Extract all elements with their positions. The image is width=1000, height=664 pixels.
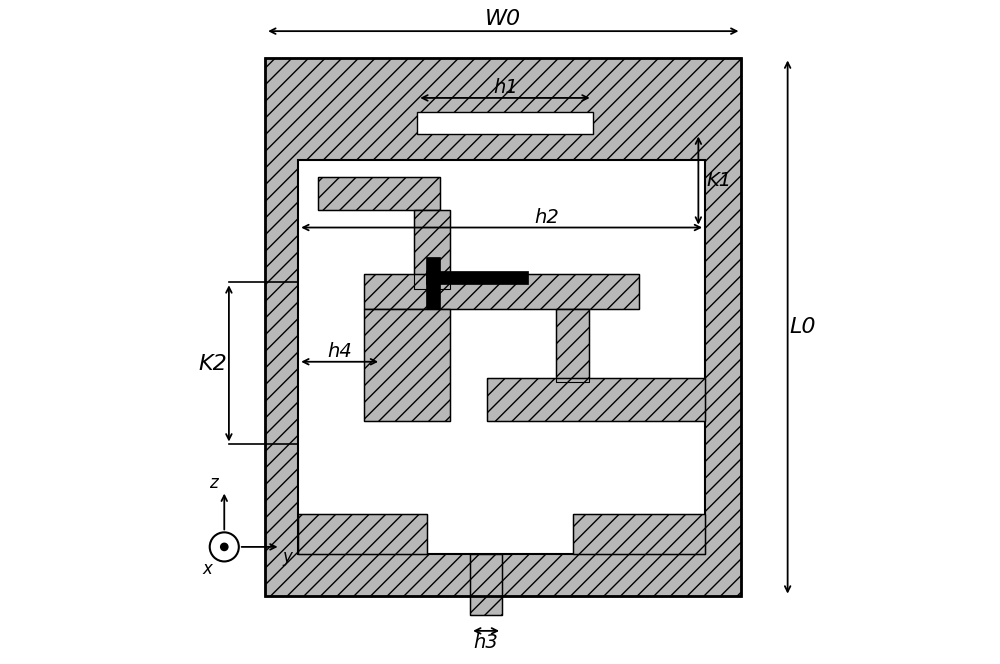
Text: h4: h4: [328, 343, 352, 361]
Text: z: z: [209, 474, 217, 493]
Bar: [414, 210, 450, 289]
Text: y: y: [283, 548, 293, 566]
Bar: [318, 177, 440, 210]
Bar: [318, 177, 440, 210]
Text: K1: K1: [707, 171, 732, 190]
Circle shape: [221, 543, 228, 550]
Text: h3: h3: [474, 633, 498, 652]
Bar: [364, 309, 450, 421]
Bar: [487, 378, 705, 421]
Text: K2: K2: [198, 354, 227, 374]
Bar: [298, 514, 427, 554]
Bar: [298, 160, 705, 554]
Bar: [364, 309, 450, 421]
Bar: [573, 514, 705, 554]
Bar: [426, 270, 528, 284]
Bar: [364, 274, 639, 309]
Bar: [426, 257, 440, 309]
Text: L0: L0: [790, 317, 816, 337]
Bar: [414, 210, 450, 289]
Text: h2: h2: [534, 208, 559, 227]
Bar: [364, 274, 639, 309]
Text: W0: W0: [485, 9, 521, 29]
Bar: [573, 514, 705, 554]
Bar: [487, 378, 705, 421]
Bar: [265, 58, 741, 596]
Text: x: x: [202, 560, 212, 578]
Bar: [470, 554, 502, 615]
Bar: [470, 554, 502, 615]
Text: h1: h1: [493, 78, 518, 97]
Bar: [556, 309, 589, 382]
Bar: [556, 309, 589, 382]
Bar: [298, 514, 427, 554]
Bar: [265, 58, 741, 596]
Bar: [417, 112, 593, 133]
